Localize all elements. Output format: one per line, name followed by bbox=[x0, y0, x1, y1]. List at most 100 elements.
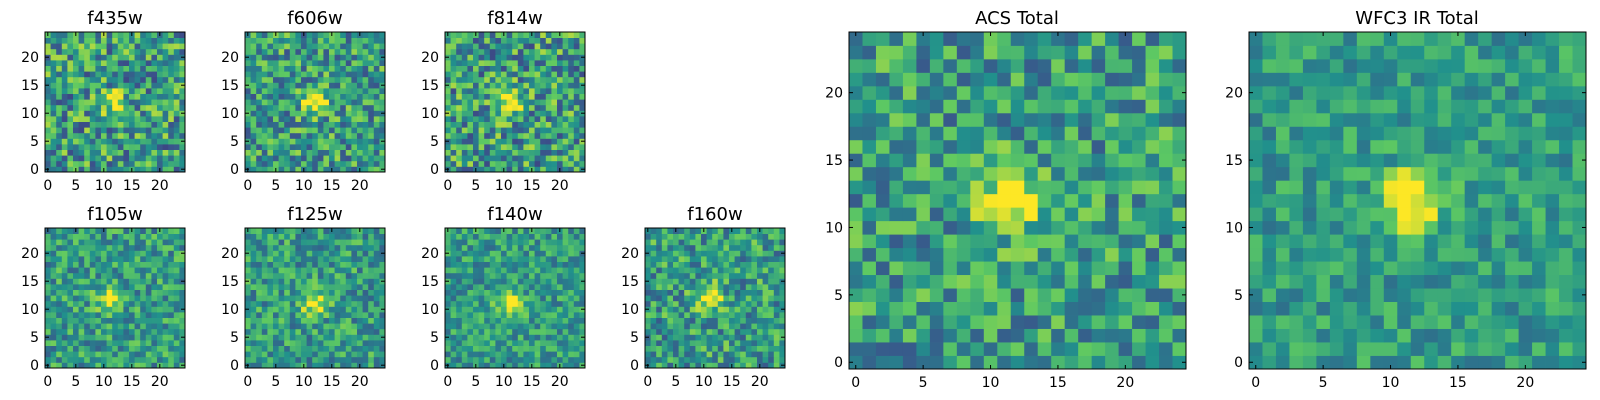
heatmap-cell bbox=[89, 116, 96, 122]
heatmap-cell bbox=[306, 239, 313, 246]
heatmap-cell bbox=[95, 166, 102, 173]
heatmap-cell bbox=[650, 284, 657, 290]
heatmap-cell bbox=[267, 32, 274, 38]
heatmap-cell bbox=[779, 317, 786, 324]
heatmap-cell bbox=[540, 334, 547, 341]
heatmap-cell bbox=[179, 32, 186, 38]
heatmap-cell bbox=[717, 261, 724, 268]
heatmap-cell bbox=[78, 267, 85, 274]
heatmap-cell bbox=[323, 244, 330, 251]
heatmap-cell bbox=[151, 289, 158, 296]
heatmap-cell bbox=[134, 93, 141, 100]
heatmap-cell bbox=[473, 104, 479, 111]
heatmap-cell bbox=[473, 256, 479, 262]
heatmap-cell bbox=[484, 284, 491, 290]
heatmap-cell bbox=[78, 256, 85, 262]
heatmap-cell bbox=[250, 312, 257, 318]
heatmap-cell bbox=[73, 256, 79, 262]
heatmap-cell bbox=[151, 144, 158, 150]
heatmap-cell bbox=[61, 37, 68, 44]
heatmap-cell bbox=[323, 155, 330, 162]
heatmap-cell bbox=[357, 306, 363, 313]
heatmap-cell bbox=[50, 244, 57, 251]
heatmap-cell bbox=[545, 121, 552, 128]
heatmap-cell bbox=[134, 82, 141, 89]
heatmap-cell bbox=[734, 351, 741, 358]
heatmap-cell bbox=[779, 328, 786, 335]
heatmap-cell bbox=[734, 356, 741, 363]
heatmap-cell bbox=[523, 250, 530, 257]
heatmap-cell bbox=[67, 233, 74, 240]
heatmap-cell bbox=[450, 233, 457, 240]
heatmap-cell bbox=[929, 234, 944, 249]
heatmap-cell bbox=[273, 295, 279, 302]
heatmap-cell bbox=[456, 71, 463, 78]
heatmap-cell bbox=[673, 300, 679, 307]
heatmap-cell bbox=[723, 351, 730, 358]
heatmap-cell bbox=[456, 340, 463, 346]
heatmap-cell bbox=[56, 60, 63, 66]
heatmap-cell bbox=[284, 71, 291, 78]
heatmap-cell bbox=[340, 138, 347, 145]
heatmap-cell bbox=[529, 65, 535, 72]
heatmap-cell bbox=[284, 116, 291, 122]
heatmap-cell bbox=[573, 284, 580, 290]
heatmap-cell bbox=[1132, 220, 1146, 235]
heatmap-cell bbox=[295, 71, 302, 78]
heatmap-cell bbox=[173, 88, 180, 94]
heatmap-cell bbox=[250, 127, 257, 134]
heatmap-cell bbox=[134, 317, 141, 324]
heatmap-cell bbox=[689, 351, 696, 358]
heatmap-cell bbox=[573, 351, 580, 358]
axes-frame bbox=[444, 31, 586, 173]
heatmap-cell bbox=[123, 267, 130, 274]
heatmap-cell bbox=[245, 312, 251, 318]
heatmap-cell bbox=[473, 132, 479, 139]
heatmap-cell bbox=[289, 295, 296, 302]
heatmap-cell bbox=[929, 274, 944, 289]
heatmap-cell bbox=[706, 267, 713, 274]
heatmap-cell bbox=[1091, 220, 1106, 235]
heatmap-cell bbox=[317, 306, 324, 313]
heatmap-cell bbox=[517, 345, 524, 352]
heatmap-cell bbox=[123, 328, 130, 335]
heatmap-cell bbox=[461, 155, 468, 162]
heatmap-cell bbox=[140, 295, 147, 302]
heatmap-cell bbox=[506, 267, 513, 274]
heatmap-cell bbox=[306, 104, 313, 111]
heatmap-cell bbox=[573, 82, 580, 89]
heatmap-cell bbox=[89, 88, 96, 94]
heatmap-cell bbox=[151, 43, 158, 50]
heatmap-cell bbox=[340, 149, 347, 156]
heatmap-cell bbox=[579, 149, 586, 156]
heatmap-cell bbox=[557, 233, 563, 240]
heatmap-cell bbox=[506, 71, 513, 78]
heatmap-cell bbox=[301, 88, 307, 94]
heatmap-cell bbox=[473, 295, 479, 302]
heatmap-cell bbox=[695, 345, 702, 352]
heatmap-cell bbox=[751, 323, 758, 330]
heatmap-cell bbox=[106, 149, 113, 156]
heatmap-cell bbox=[278, 356, 285, 363]
heatmap-cell bbox=[245, 155, 251, 162]
heatmap-cell bbox=[579, 295, 586, 302]
heatmap-cell bbox=[117, 317, 124, 324]
heatmap-cell bbox=[84, 312, 91, 318]
heatmap-cell bbox=[306, 138, 313, 145]
heatmap-cell bbox=[284, 334, 291, 341]
heatmap-cell bbox=[50, 32, 57, 38]
heatmap-cell bbox=[273, 317, 279, 324]
heatmap-cell bbox=[73, 267, 79, 274]
heatmap-cell bbox=[557, 110, 563, 117]
heatmap-cell bbox=[145, 351, 152, 358]
heatmap-cell bbox=[67, 43, 74, 50]
heatmap-cell bbox=[245, 60, 251, 66]
heatmap-cell bbox=[1159, 166, 1173, 181]
heatmap-cell bbox=[562, 71, 569, 78]
x-tick-label: 5 bbox=[71, 374, 80, 390]
heatmap-cell bbox=[256, 362, 263, 369]
heatmap-cell bbox=[45, 155, 51, 162]
heatmap-cell bbox=[173, 48, 180, 55]
heatmap-cell bbox=[368, 65, 375, 72]
